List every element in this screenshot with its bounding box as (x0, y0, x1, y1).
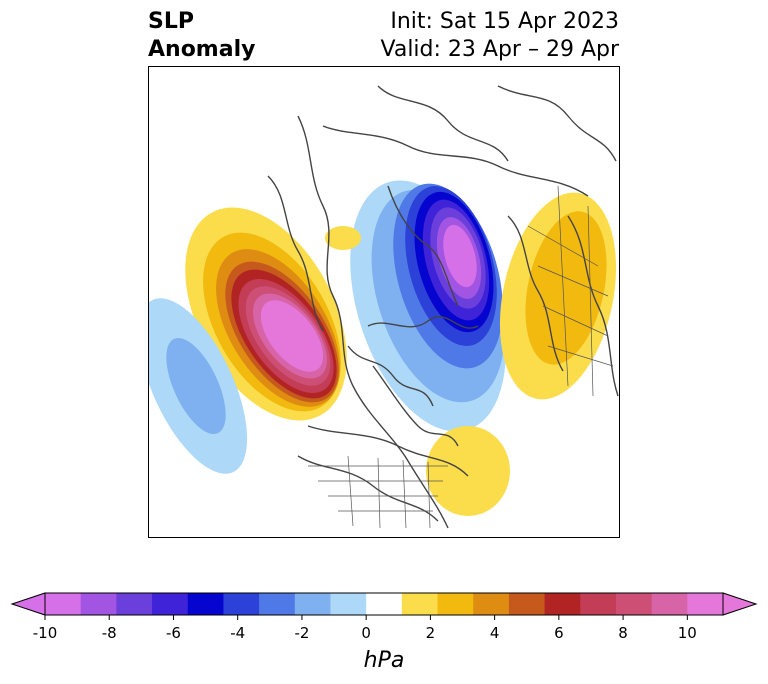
init-date: Init: Sat 15 Apr 2023 (390, 9, 619, 34)
colorbar-swatch (80, 593, 117, 615)
title-line-2: Anomaly (148, 37, 256, 62)
colorbar-swatch (45, 593, 82, 615)
slp-anomaly-map (138, 66, 620, 538)
colorbar-tick-label: 6 (554, 624, 564, 642)
colorbar-swatch (401, 593, 439, 615)
colorbar: -10 -8 -6 -4 -2 0 2 4 6 8 10 hPa (0, 580, 768, 680)
colorbar-tick-label: 4 (490, 624, 500, 642)
colorbar-swatch (116, 593, 153, 615)
arctic-negative-anomaly (350, 180, 506, 432)
political-borders (308, 185, 614, 529)
colorbar-tick-label: 2 (426, 624, 436, 642)
colorbar-swatch (437, 593, 474, 615)
colorbar-swatch (366, 593, 403, 615)
colorbar-swatch (651, 593, 688, 615)
colorbar-tick-label: 8 (618, 624, 628, 642)
colorbar-tick-label: -2 (294, 624, 309, 642)
title-line-1: SLP (148, 9, 194, 34)
colorbar-tick-label: -6 (166, 624, 181, 642)
far-pacific-negative-anomaly (138, 298, 248, 474)
colorbar-swatch (473, 593, 510, 615)
colorbar-swatch (152, 593, 189, 615)
colorbar-min-arrow (10, 592, 46, 616)
colorbar-swatch (294, 593, 331, 615)
colorbar-tick-label: -4 (230, 624, 245, 642)
colorbar-swatch (580, 593, 617, 615)
colorbar-label: hPa (364, 648, 405, 673)
map-title: SLP Anomaly (148, 8, 255, 64)
colorbar-swatch (508, 593, 546, 615)
colorbar-swatch (223, 593, 260, 615)
colorbar-tick-label: 10 (678, 624, 697, 642)
colorbar-tick-label: 0 (361, 624, 371, 642)
map-panel (138, 66, 620, 538)
colorbar-tick-label: -8 (102, 624, 117, 642)
colorbar-swatch (259, 593, 296, 615)
colorbar-swatch (187, 593, 224, 615)
map-dates: Init: Sat 15 Apr 2023 Valid: 23 Apr – 29… (381, 8, 620, 64)
coastlines (267, 85, 619, 529)
colorbar-tick-label: -10 (33, 624, 58, 642)
colorbar-swatch (615, 593, 653, 615)
colorbar-max-arrow (722, 592, 758, 616)
colorbar-swatch (544, 593, 581, 615)
colorbar-swatch (687, 593, 724, 615)
small-positive-anomaly (325, 226, 361, 250)
valid-range: Valid: 23 Apr – 29 Apr (380, 37, 620, 62)
colorbar-svg: -10 -8 -6 -4 -2 0 2 4 6 8 10 hPa (10, 592, 758, 673)
atlantic-positive-anomaly (426, 426, 510, 516)
colorbar-swatch (330, 593, 367, 615)
